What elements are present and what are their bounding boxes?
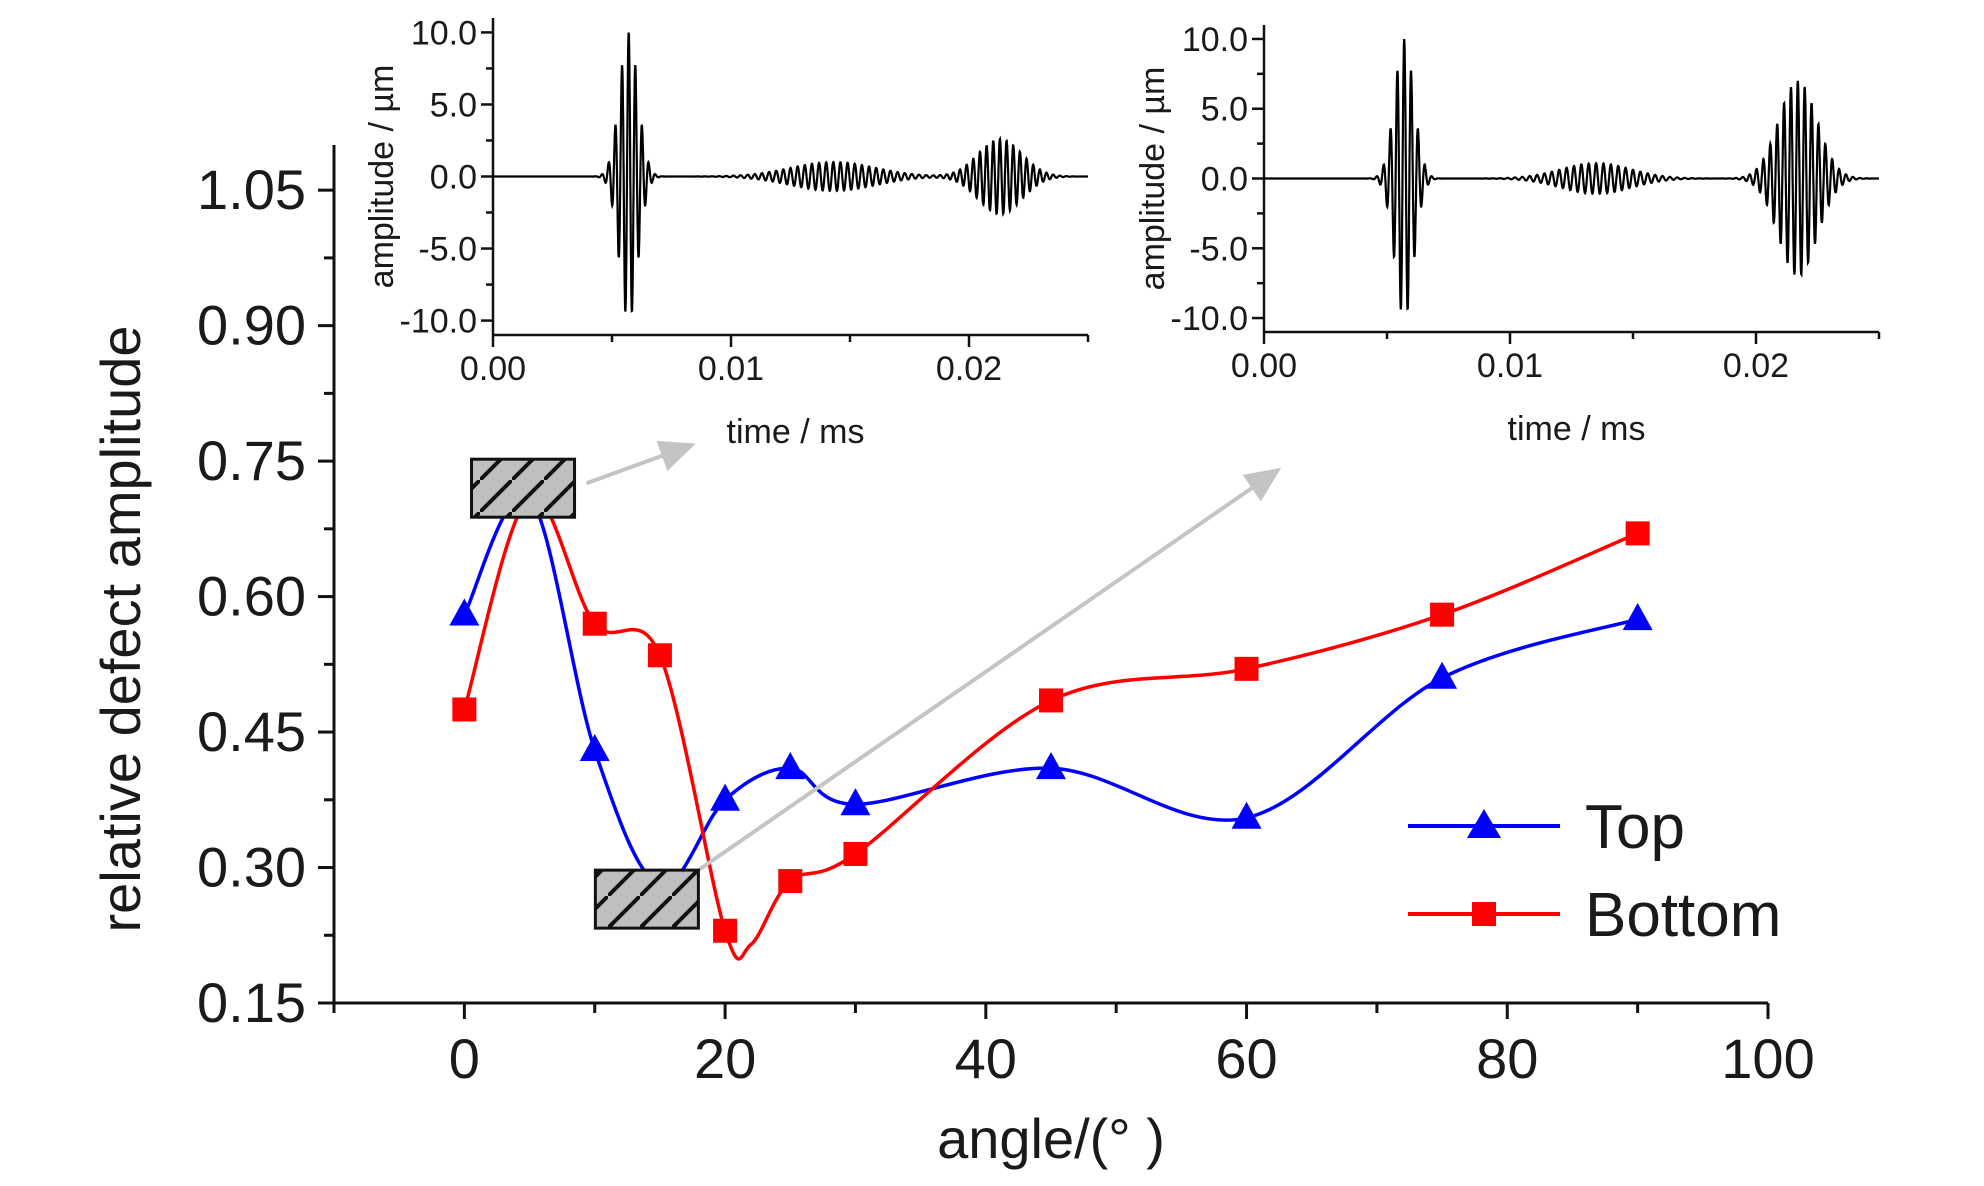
x-axis-label: angle/(° ) — [937, 1107, 1165, 1170]
data-point-top — [1231, 801, 1262, 829]
inset-y-tick-label: -10.0 — [400, 303, 478, 341]
y-tick-label: 0.30 — [197, 836, 306, 899]
legend-marker-top — [1467, 809, 1501, 838]
data-point-bottom — [452, 697, 477, 722]
legend-label-bottom: Bottom — [1585, 881, 1781, 950]
callout-arrow — [697, 467, 1282, 872]
x-tick-label: 40 — [955, 1027, 1017, 1090]
callout-arrow — [585, 440, 696, 486]
main-plot: 0 20 40 60 80 100 0.15 0.30 0.45 0.60 0.75 0.90 1.05… — [89, 145, 1815, 1170]
y-tick-label: 0.15 — [197, 971, 306, 1034]
waveform-line — [1264, 39, 1879, 311]
data-point-bottom — [647, 643, 672, 668]
hatched-marker-box — [593, 868, 700, 930]
annotations — [470, 440, 1282, 930]
data-point-bottom — [582, 611, 607, 636]
x-tick-label: 80 — [1476, 1027, 1538, 1090]
series-line-top — [462, 492, 1639, 888]
data-point-top — [710, 783, 741, 811]
inset-y-axis-label: amplitude / µm — [363, 65, 401, 289]
y-tick-label: 1.05 — [197, 158, 306, 221]
inset-y-tick-label: -10.0 — [1171, 300, 1249, 338]
inset-x-tick-label: 0.02 — [936, 350, 1002, 388]
inset-x-axis-label: time / ms — [1508, 410, 1646, 448]
y-axis-label: relative defect amplitude — [89, 325, 152, 932]
legend-label-top: Top — [1585, 793, 1685, 862]
inset-x-axis-label: time / ms — [727, 413, 865, 451]
series-line-bottom — [462, 494, 1639, 961]
waveform-line — [493, 32, 1088, 313]
data-point-bottom — [713, 918, 738, 943]
data-point-top — [1036, 752, 1066, 780]
hatched-marker-box — [470, 457, 577, 519]
data-point-bottom — [1625, 521, 1650, 546]
inset-y-tick-label: -5.0 — [418, 231, 477, 269]
inset-x-tick-label: 0.01 — [1477, 347, 1543, 385]
data-point-bottom — [1430, 602, 1455, 627]
inset-y-tick-label: 0.0 — [430, 159, 477, 197]
data-point-bottom — [1039, 688, 1063, 713]
y-tick-label: 0.60 — [197, 565, 306, 628]
data-point-top — [1622, 603, 1653, 631]
y-tick-label: 0.45 — [197, 700, 306, 763]
data-point-bottom — [778, 869, 803, 894]
data-point-bottom — [843, 841, 868, 866]
inset-y-tick-label: 10.0 — [411, 14, 477, 52]
y-tick-label: 0.75 — [197, 429, 306, 492]
inset-x-tick-label: 0.01 — [698, 350, 764, 388]
inset-y-tick-label: -5.0 — [1189, 230, 1248, 268]
data-point-top — [579, 733, 610, 762]
y-tick-label: 0.90 — [197, 294, 306, 357]
legend-marker-bottom — [1472, 902, 1496, 926]
inset-x-tick-label: 0.00 — [460, 350, 526, 388]
data-point-top — [775, 752, 806, 780]
x-tick-label: 60 — [1215, 1027, 1277, 1090]
data-point-top — [1427, 661, 1458, 689]
data-point-top — [840, 788, 871, 816]
inset-y-axis-label: amplitude / µm — [1134, 67, 1172, 291]
inset-plot-right: 0.00 0.01 0.02 10.0 5.0 0.0 -5.0 -10.0 time / ms… — [1134, 21, 1881, 448]
data-point-top — [449, 598, 480, 626]
inset-y-tick-label: 5.0 — [430, 86, 477, 124]
inset-x-tick-label: 0.02 — [1723, 347, 1789, 385]
x-tick-label: 20 — [694, 1027, 756, 1090]
inset-x-tick-label: 0.00 — [1231, 347, 1297, 385]
legend: Top Bottom — [1408, 793, 1781, 950]
inset-y-tick-label: 0.0 — [1201, 161, 1248, 199]
inset-plot-left: 0.00 0.01 0.02 10.0 5.0 0.0 -5.0 -10.0 time / ms… — [363, 14, 1090, 451]
x-tick-label: 100 — [1721, 1027, 1814, 1090]
data-point-bottom — [1234, 656, 1259, 681]
inset-y-tick-label: 5.0 — [1201, 91, 1248, 129]
x-tick-label: 0 — [449, 1027, 480, 1090]
inset-y-tick-label: 10.0 — [1182, 21, 1248, 59]
